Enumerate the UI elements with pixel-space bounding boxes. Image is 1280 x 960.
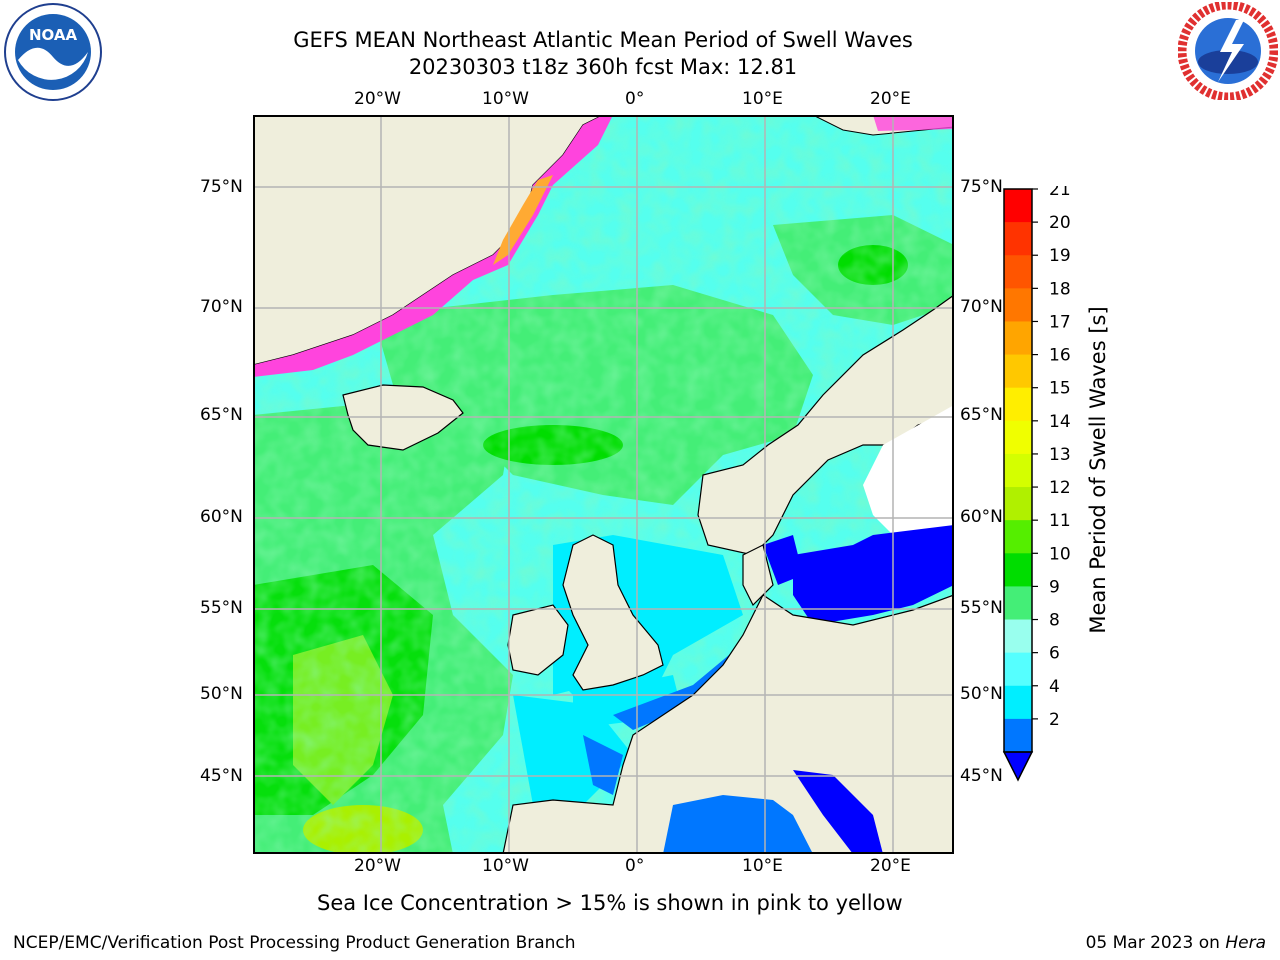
lat-label-right: 45°N [960, 766, 1003, 786]
lat-label-left: 50°N [200, 684, 243, 704]
colorbar-tick-label: 21 [1049, 186, 1071, 200]
colorbar-segment [1004, 222, 1032, 256]
noaa-logo: NOAA [2, 2, 104, 102]
lon-label-bottom: 10°W [482, 856, 529, 876]
colorbar-tick-label: 17 [1049, 312, 1071, 332]
lat-label-left: 65°N [200, 405, 243, 425]
lon-label-top: 0° [625, 89, 645, 109]
lat-label-right: 55°N [960, 598, 1003, 618]
lat-label-right: 70°N [960, 297, 1003, 317]
colorbar-tick-label: 14 [1049, 412, 1071, 432]
lat-label-left: 70°N [200, 297, 243, 317]
lat-label-left: 60°N [200, 507, 243, 527]
colorbar-tick-label: 4 [1049, 677, 1060, 697]
lon-label-bottom: 20°W [354, 856, 401, 876]
colorbar-tick-label: 11 [1049, 511, 1071, 531]
colorbar-svg: 21 20 19 18 17 16 15 14 13 12 11 10 9 8 6 4 2 [1002, 180, 1071, 782]
land-britain [562, 534, 664, 691]
colorbar-tick-label: 18 [1049, 279, 1071, 299]
svg-text:NOAA: NOAA [29, 26, 78, 44]
lat-label-right: 65°N [960, 405, 1003, 425]
lon-label-top: 10°E [742, 89, 783, 109]
colorbar-segment [1004, 520, 1032, 554]
colorbar-segment [1004, 288, 1032, 322]
colorbar-tick-label: 16 [1049, 346, 1071, 366]
map-subtitle: 20230303 t18z 360h fcst Max: 12.81 [408, 55, 798, 79]
swell-deepblue-kattegat [763, 535, 803, 585]
colorbar-segment [1004, 685, 1032, 720]
colorbar-tick-label: 12 [1049, 478, 1071, 498]
lon-label-bottom: 10°E [742, 856, 783, 876]
footer-date: 05 Mar 2023 on Hera [1086, 933, 1266, 953]
colorbar-tick-label: 15 [1049, 379, 1071, 399]
lat-label-left: 55°N [200, 598, 243, 618]
colorbar-segment [1004, 453, 1032, 488]
colorbar-segment [1004, 321, 1032, 356]
map-border [253, 115, 954, 854]
colorbar-tick-label: 10 [1049, 544, 1071, 564]
lon-label-top: 10°W [482, 89, 529, 109]
colorbar-label: Mean Period of Swell Waves [s] [1086, 306, 1110, 634]
lat-label-left: 45°N [200, 766, 243, 786]
swell-blue-channel [613, 635, 753, 730]
colorbar-segment [1004, 652, 1032, 687]
footer-host: Hera [1225, 933, 1266, 953]
colorbar-tick-label: 20 [1049, 213, 1071, 233]
colorbar-segment [1004, 487, 1032, 521]
swell-blue-med-sea [663, 795, 813, 854]
lon-label-bottom: 20°E [870, 856, 911, 876]
map-title: GEFS MEAN Northeast Atlantic Mean Period… [293, 28, 913, 52]
colorbar-segment [1004, 553, 1032, 587]
colorbar-tick-label: 8 [1049, 611, 1060, 631]
colorbar-tick-label: 19 [1049, 246, 1071, 266]
swell-blue-biscay [583, 735, 623, 795]
nws-logo [1177, 0, 1279, 102]
colorbar-frame [1003, 188, 1033, 753]
colorbar-segment [1004, 354, 1032, 389]
colorbar-segment [1004, 255, 1032, 289]
colorbar-tick-label: 6 [1049, 644, 1060, 664]
lon-label-bottom: 0° [625, 856, 645, 876]
colorbar-segment [1004, 718, 1032, 753]
colorbar-segment [1004, 619, 1032, 654]
footer-date-text: 05 Mar 2023 on [1085, 933, 1226, 953]
lat-label-right: 60°N [960, 507, 1003, 527]
lat-label-left: 75°N [200, 177, 243, 197]
lat-label-right: 75°N [960, 177, 1003, 197]
sea-ice-yellow [493, 175, 553, 265]
swell-deepblue-baltic [793, 525, 954, 625]
map-panel [253, 115, 954, 854]
swell-deepblue-adriatic [793, 770, 883, 854]
colorbar-tick-label: 2 [1049, 710, 1060, 730]
colorbar-extend-arrow [1002, 751, 1034, 782]
sea-ice-caption: Sea Ice Concentration > 15% is shown in … [317, 891, 903, 915]
colorbar: 21 20 19 18 17 16 15 14 13 12 11 10 9 8 6 4 2 [1000, 180, 1110, 790]
colorbar-segment [1004, 420, 1032, 455]
map-svg [253, 115, 954, 854]
footer-credit: NCEP/EMC/Verification Post Processing Pr… [13, 933, 576, 953]
lon-label-top: 20°W [354, 89, 401, 109]
colorbar-tick-label: 13 [1049, 445, 1071, 465]
land-finland [863, 405, 954, 535]
colorbar-segment [1004, 189, 1032, 223]
sea-ice-edge [253, 115, 613, 377]
colorbar-segment [1004, 586, 1032, 621]
colorbar-tick-label: 9 [1049, 577, 1060, 597]
sea-ice-svalbard [873, 115, 954, 131]
graticule [253, 115, 954, 854]
lon-label-top: 20°E [870, 89, 911, 109]
colorbar-segment [1004, 387, 1032, 422]
lat-label-right: 50°N [960, 684, 1003, 704]
